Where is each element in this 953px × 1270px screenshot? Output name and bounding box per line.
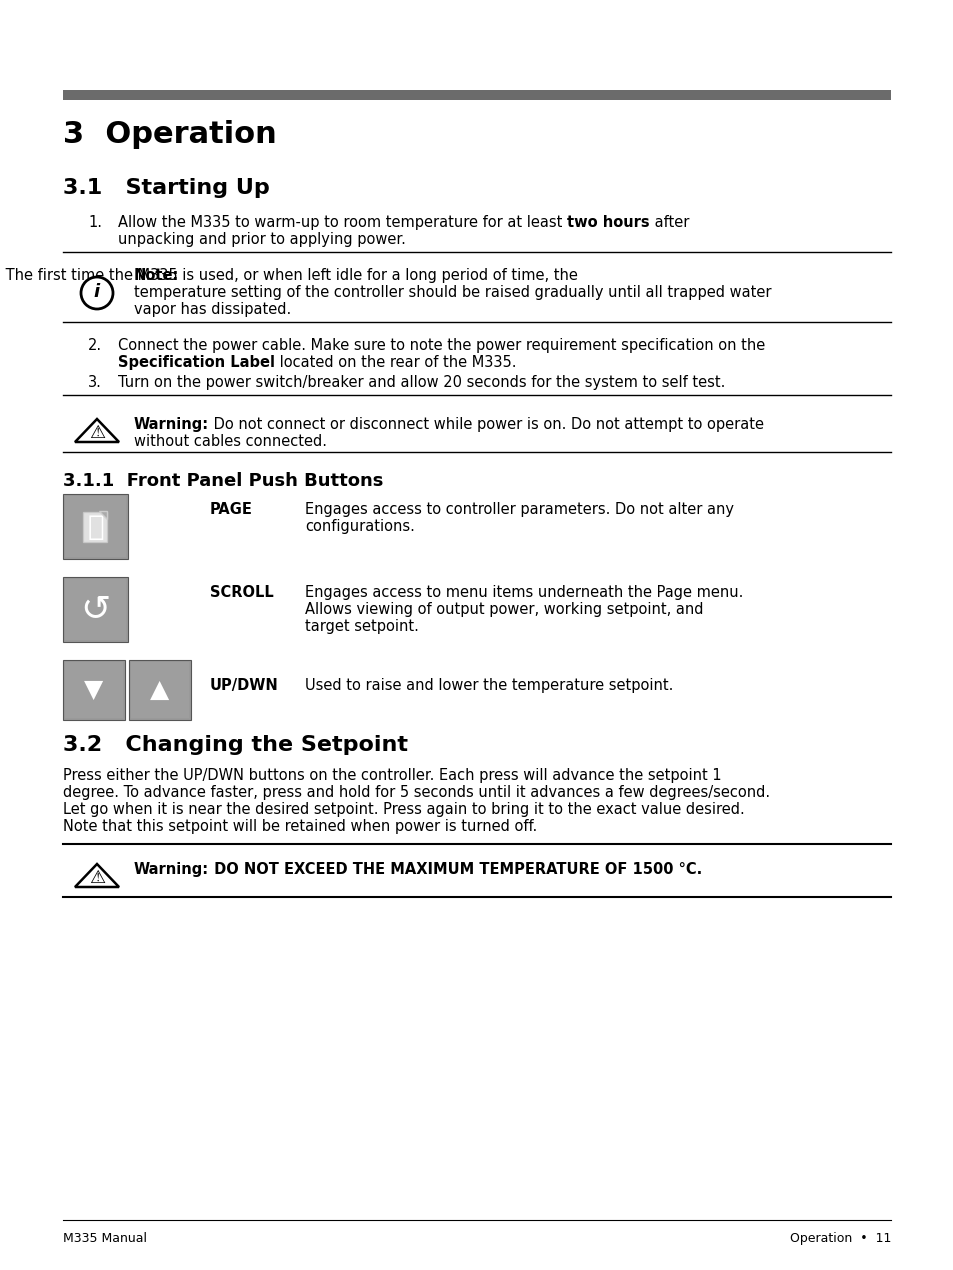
Text: Press either the UP/DWN buttons on the controller. Each press will advance the s: Press either the UP/DWN buttons on the c… (63, 768, 720, 784)
Polygon shape (75, 864, 119, 886)
Text: 1.: 1. (88, 215, 102, 230)
Bar (65, 497, 126, 558)
Text: vapor has dissipated.: vapor has dissipated. (133, 302, 291, 318)
Text: Note that this setpoint will be retained when power is turned off.: Note that this setpoint will be retained… (63, 819, 537, 834)
Text: :  (87, 513, 104, 541)
Text: 3.2   Changing the Setpoint: 3.2 Changing the Setpoint (63, 735, 408, 754)
Bar (129, 660, 191, 720)
Text: 2.: 2. (88, 338, 102, 353)
Text: Turn on the power switch/breaker and allow 20 seconds for the system to self tes: Turn on the power switch/breaker and all… (118, 375, 724, 390)
Text: ⚠: ⚠ (89, 869, 105, 886)
Text: UP/DWN: UP/DWN (210, 678, 278, 693)
Text: 3.1   Starting Up: 3.1 Starting Up (63, 178, 270, 198)
Text: M335 Manual: M335 Manual (63, 1232, 147, 1245)
Text: Let go when it is near the desired setpoint. Press again to bring it to the exac: Let go when it is near the desired setpo… (63, 801, 744, 817)
Text: 3.1.1  Front Panel Push Buttons: 3.1.1 Front Panel Push Buttons (63, 472, 383, 490)
Text: Note:: Note: (133, 268, 179, 283)
Text: degree. To advance faster, press and hold for 5 seconds until it advances a few : degree. To advance faster, press and hol… (63, 785, 769, 800)
Text: after: after (649, 215, 688, 230)
Text: target setpoint.: target setpoint. (305, 618, 418, 634)
Bar (63, 90, 890, 100)
Bar (63, 494, 128, 559)
Text: 3  Operation: 3 Operation (63, 119, 276, 149)
Text: two hours: two hours (566, 215, 649, 230)
Text: Connect the power cable. Make sure to note the power requirement specification o: Connect the power cable. Make sure to no… (118, 338, 764, 353)
Text: Used to raise and lower the temperature setpoint.: Used to raise and lower the temperature … (305, 678, 673, 693)
Text: Allow the M335 to warm-up to room temperature for at least: Allow the M335 to warm-up to room temper… (118, 215, 566, 230)
Polygon shape (99, 512, 108, 519)
Text: unpacking and prior to applying power.: unpacking and prior to applying power. (118, 232, 405, 246)
Bar (63, 577, 128, 643)
Text: Do not connect or disconnect while power is on. Do not attempt to operate: Do not connect or disconnect while power… (209, 417, 763, 432)
Bar (84, 512, 108, 541)
Text: Engages access to controller parameters. Do not alter any: Engages access to controller parameters.… (305, 502, 733, 517)
Text: Warning:: Warning: (133, 417, 209, 432)
Text: 3.: 3. (88, 375, 102, 390)
Bar (65, 579, 126, 640)
Text: configurations.: configurations. (305, 519, 415, 533)
Text: ⚠: ⚠ (89, 424, 105, 442)
Text: PAGE: PAGE (210, 502, 253, 517)
Bar (131, 662, 189, 718)
Text: ▲: ▲ (151, 678, 170, 702)
Bar (65, 662, 123, 718)
Text: Warning:: Warning: (133, 862, 209, 878)
Text: temperature setting of the controller should be raised gradually until all trapp: temperature setting of the controller sh… (133, 284, 771, 300)
Text: SCROLL: SCROLL (210, 585, 274, 599)
Text: located on the rear of the M335.: located on the rear of the M335. (274, 356, 516, 370)
Text: i: i (93, 283, 100, 301)
Circle shape (81, 277, 112, 309)
Text: DO NOT EXCEED THE MAXIMUM TEMPERATURE OF 1500 °C.: DO NOT EXCEED THE MAXIMUM TEMPERATURE OF… (209, 862, 701, 878)
Bar (63, 660, 125, 720)
Text: The first time the M335 is used, or when left idle for a long period of time, th: The first time the M335 is used, or when… (1, 268, 578, 283)
Text: Engages access to menu items underneath the Page menu.: Engages access to menu items underneath … (305, 585, 742, 599)
Text: without cables connected.: without cables connected. (133, 434, 327, 450)
Text: Specification Label: Specification Label (118, 356, 274, 370)
Text: Operation  •  11: Operation • 11 (789, 1232, 890, 1245)
Text: ↺: ↺ (80, 593, 111, 626)
Text: Allows viewing of output power, working setpoint, and: Allows viewing of output power, working … (305, 602, 702, 617)
Polygon shape (75, 419, 119, 442)
Text: ▼: ▼ (84, 678, 104, 702)
